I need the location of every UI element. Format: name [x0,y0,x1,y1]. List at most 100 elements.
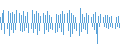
Bar [36,11,37,22]
Bar [105,15,106,22]
Bar [24,22,25,31]
Bar [96,22,97,34]
Bar [20,22,21,31]
Bar [109,17,110,22]
Bar [107,15,108,22]
Bar [84,17,85,22]
Bar [3,10,4,22]
Bar [98,16,99,22]
Bar [46,22,47,30]
Bar [117,22,118,27]
Bar [44,22,45,34]
Bar [27,12,28,22]
Bar [26,22,27,28]
Bar [64,14,65,22]
Bar [23,11,24,22]
Bar [7,22,8,29]
Bar [111,16,112,22]
Bar [73,15,74,22]
Bar [110,22,111,27]
Bar [103,17,104,22]
Bar [12,12,13,22]
Bar [79,22,80,36]
Bar [118,16,119,22]
Bar [11,22,12,30]
Bar [1,22,2,30]
Bar [60,14,61,22]
Bar [71,13,72,22]
Bar [16,10,17,22]
Bar [81,22,82,32]
Bar [21,15,22,22]
Bar [76,22,77,31]
Bar [51,17,52,22]
Bar [14,14,15,22]
Bar [2,13,3,22]
Bar [80,8,81,22]
Bar [82,14,83,22]
Bar [70,22,71,37]
Bar [56,14,57,22]
Bar [40,16,41,22]
Bar [13,22,14,33]
Bar [31,22,32,29]
Bar [25,16,26,22]
Bar [43,13,44,22]
Bar [15,22,16,30]
Bar [92,22,93,27]
Bar [47,11,48,22]
Bar [68,22,69,31]
Bar [97,22,98,44]
Bar [45,15,46,22]
Bar [88,14,89,22]
Bar [22,22,23,32]
Bar [83,22,84,29]
Bar [72,22,73,34]
Bar [100,14,101,22]
Bar [74,22,75,29]
Bar [99,22,100,27]
Bar [63,22,64,35]
Bar [39,22,40,31]
Bar [48,22,49,32]
Bar [10,13,11,22]
Bar [9,22,10,36]
Bar [62,11,63,22]
Bar [52,22,53,31]
Bar [69,10,70,22]
Bar [108,22,109,29]
Bar [119,22,120,28]
Bar [4,22,5,34]
Bar [93,14,94,22]
Bar [59,22,60,28]
Bar [50,22,51,29]
Bar [49,15,50,22]
Bar [104,22,105,27]
Bar [95,12,96,22]
Bar [91,17,92,22]
Bar [19,13,20,22]
Bar [55,22,56,33]
Bar [87,22,88,34]
Bar [85,22,86,30]
Bar [75,17,76,22]
Bar [33,22,34,33]
Bar [28,22,29,33]
Bar [67,13,68,22]
Bar [34,14,35,22]
Bar [58,15,59,22]
Bar [0,17,1,22]
Bar [38,13,39,22]
Bar [8,11,9,22]
Bar [86,13,87,22]
Bar [116,17,117,22]
Bar [35,22,36,29]
Bar [61,22,62,32]
Bar [37,22,38,35]
Bar [57,22,58,32]
Bar [94,22,95,30]
Bar [112,22,113,28]
Bar [115,22,116,29]
Bar [106,22,107,28]
Bar [32,10,33,22]
